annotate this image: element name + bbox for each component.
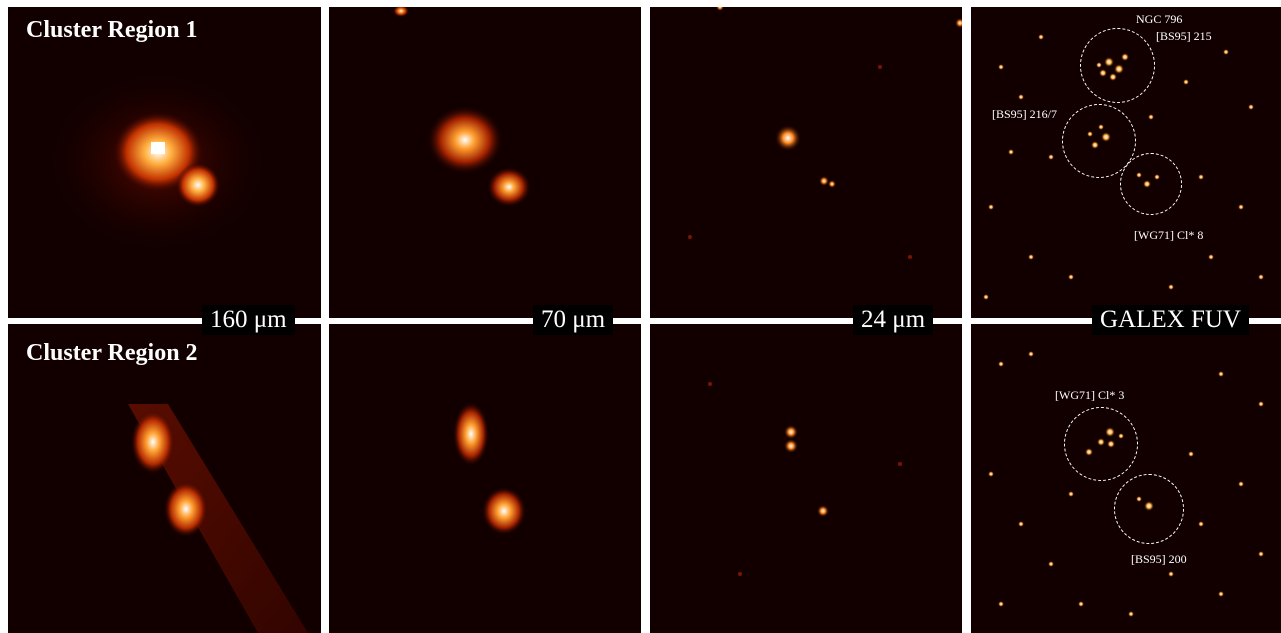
cluster-circle-wg71-8 [1120, 153, 1182, 215]
cluster-circle-bs95-216 [1062, 104, 1136, 178]
image-r2-fuv [988, 351, 1264, 617]
row-label-1: Cluster Region 1 [26, 17, 198, 43]
band-label-24um: 24 μm [853, 305, 934, 335]
band-label-70um: 70 μm [533, 305, 614, 335]
image-r2-24um [708, 382, 902, 576]
annotation-wg71-3: [WG71] Cl* 3 [1055, 388, 1125, 402]
panel-r2-fuv: [WG71] Cl* 3 [BS95] 200 [971, 324, 1281, 633]
band-label-160um: 160 μm [202, 305, 295, 335]
row-label-2: Cluster Region 2 [26, 340, 198, 366]
annotation-wg71-8: [WG71] Cl* 8 [1134, 228, 1204, 242]
annotation-ngc796: NGC 796 [1136, 12, 1183, 26]
image-r1-70um [393, 7, 531, 207]
cluster-circle-ngc796 [1080, 28, 1155, 103]
image-r2-70um [453, 402, 526, 535]
image-r1-24um [688, 7, 962, 259]
panel-r1-160um: Cluster Region 1 [8, 7, 321, 318]
annotation-bs95-200: [BS95] 200 [1131, 552, 1187, 566]
annotation-bs95-216: [BS95] 216/7 [992, 107, 1058, 121]
annotation-bs95-215: [BS95] 215 [1156, 29, 1212, 43]
band-label-fuv: GALEX FUV [1092, 305, 1249, 335]
panel-r2-70um [329, 324, 641, 633]
panel-r2-160um: Cluster Region 2 [8, 324, 321, 633]
cluster-circle-wg71-3 [1064, 407, 1138, 481]
panel-r1-24um [650, 7, 962, 318]
image-r1-160um [48, 72, 268, 252]
cluster-circle-bs95-200 [1114, 474, 1184, 544]
panel-r2-24um [650, 324, 962, 633]
panel-r1-70um [329, 7, 641, 318]
image-r2-160um [128, 404, 308, 633]
panel-r1-fuv: NGC 796 [BS95] 215 [BS95] 216/7 [WG71] C… [971, 7, 1281, 318]
